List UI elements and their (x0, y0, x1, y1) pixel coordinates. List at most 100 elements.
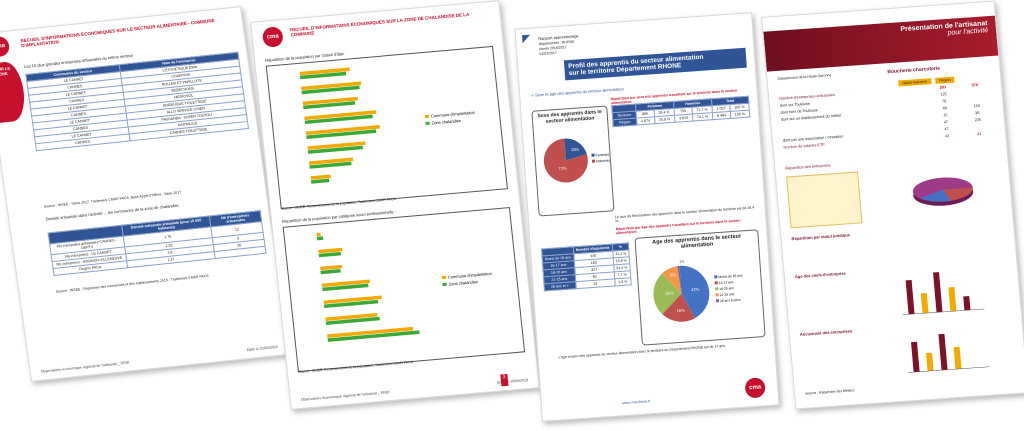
chart-bar (304, 114, 373, 125)
section-heading: Répartition par statut juridique (791, 232, 851, 242)
stat-value: 43 (944, 134, 950, 139)
stat-value: 150 (973, 103, 981, 109)
table-cell: Région (612, 117, 637, 127)
pie-label: 1% (679, 260, 684, 264)
table-cell: 26 ans et + (543, 281, 576, 291)
chart-bar (963, 296, 971, 311)
table-cell: 100 % (730, 110, 750, 119)
stat-value: 15 (943, 113, 948, 118)
cma-logo-disc: cma (0, 35, 11, 58)
legend-swatch-zone (425, 121, 430, 126)
col-header: Région (934, 76, 955, 84)
page-footer: Source : Répertoire des Métiers (804, 388, 855, 396)
stats-rows: Nombre d'entreprises artisanales 201 370 d… (779, 82, 995, 153)
chart-bar (320, 264, 343, 271)
legend-label-commune: Commune d'implantation (448, 271, 492, 280)
page-footer: Observatoire économique régional de l'ar… (41, 345, 278, 374)
pie-slice-moins-16 (679, 265, 710, 319)
chart-bar (318, 247, 343, 254)
legend-label: 26 ans et plus (720, 298, 741, 303)
age-pie-svg: 42% 16% 31% 8% 1% Moins de 16 ans 16-17 … (653, 260, 743, 322)
sex-pie-box: Sexe des apprentis dans le secteur alime… (531, 105, 615, 217)
stat-value: 76 (941, 99, 947, 104)
chart-bar (321, 279, 371, 288)
chart-bar (304, 110, 377, 121)
pie-slice-26-plus (677, 265, 682, 294)
chart-bar (316, 232, 321, 237)
cma-logo: cma (0, 35, 11, 58)
chart-bar (325, 312, 378, 321)
stat-value (959, 89, 991, 95)
stat-value: 47 (944, 127, 949, 132)
legend-swatch (591, 159, 596, 163)
page-footer: Observatoire économique régional de l'ar… (301, 378, 529, 402)
section-heading: Âge des chefs d'entreprise (794, 270, 846, 280)
age-pie-box: Age des apprentis dans le secteur alimen… (634, 229, 766, 346)
stat-value (960, 96, 992, 102)
footer-url[interactable]: www.cma-rhone.fr (621, 399, 651, 406)
legend-swatch (715, 293, 719, 297)
chart-bar (948, 287, 957, 312)
legend-label: Hommes (596, 158, 610, 163)
stat-value: 370 (971, 82, 979, 88)
table-cell: 13 (575, 278, 615, 289)
chart-bar (327, 326, 414, 338)
legend-swatch (715, 299, 720, 303)
csp-bar-chart-svg: Commune d'implantation Zone chalandise (316, 232, 492, 342)
chart-bar (301, 81, 362, 91)
cma-logo: cma (261, 26, 284, 48)
table-cell: 6 484 (712, 111, 731, 120)
chart-bar (307, 145, 363, 154)
chart-bar (933, 272, 943, 313)
document-page-2[interactable]: cma RECUEIL D'INFORMATIONS ÉCONOMIQUES S… (250, 0, 540, 410)
chart-bar (302, 96, 358, 106)
pie-label: 31% (665, 290, 674, 296)
legend-label-commune: Commune d'implantation (431, 110, 475, 119)
chart-bar (325, 316, 380, 325)
dept-label: Département de la Haute-Garonne (777, 73, 832, 81)
chart-bar (303, 101, 356, 110)
legend-label-zone: Zone chalandise (431, 118, 462, 126)
chart-bar (322, 283, 369, 292)
age-3d-bar-chart (902, 272, 985, 315)
pie-label: 42% (691, 287, 700, 293)
chart-bar (905, 280, 915, 315)
chart-bar (938, 333, 948, 371)
cma-logo: cma (744, 377, 766, 399)
chart-bar (920, 292, 929, 314)
legend-swatch (714, 275, 718, 279)
top-companies-table: Communes du secteur Nom de l'entreprise … (25, 52, 249, 152)
sex-pie-svg: 28% 72% Femmes Hommes (543, 138, 610, 183)
chart-bar (306, 129, 377, 139)
legend-swatch-commune (441, 275, 446, 280)
stat-value: 36 (975, 110, 980, 116)
chart-bar (305, 125, 380, 135)
red-stamp: POUR LE RHÔNE (0, 60, 28, 124)
table-cell: 74,1 % (692, 112, 713, 122)
chart-bar (327, 330, 420, 342)
chart-bar (301, 85, 360, 95)
footer-left: Observatoire économique régional de l'ar… (300, 390, 390, 402)
chart-bar (926, 352, 934, 372)
legend-swatch (714, 281, 718, 285)
chart-bar (299, 67, 350, 76)
legend-swatch (591, 153, 595, 157)
chart-bar (310, 174, 331, 180)
chart-bar (318, 251, 341, 258)
col-header: Haute-Garonne (898, 78, 932, 87)
document-page-1[interactable]: cma POUR LE RHÔNE RECUEIL D'INFORMATIONS… (0, 6, 290, 382)
legend-swatch-commune (424, 114, 430, 119)
title-banner: Profil des apprentis du secteur alimenta… (563, 47, 747, 81)
pie-label: 72% (558, 165, 567, 171)
document-page-3[interactable]: Rapport apprentissage Département : RHON… (514, 12, 780, 422)
page-header: RECUEIL D'INFORMATIONS ÉCONOMIQUES SUR L… (20, 17, 215, 49)
document-page-4[interactable]: Présentation de l'artisanat pour l'activ… (761, 0, 1024, 410)
cma-logo-disc: cma (744, 377, 766, 399)
stat-value: 201 (939, 85, 947, 90)
chart-bar (307, 141, 366, 150)
age-bar-chart: Commune d'implantation Zone chalandise (265, 45, 508, 209)
chart-bar (309, 161, 352, 169)
pie-label: 16% (676, 308, 685, 314)
chart-bar (323, 295, 382, 305)
age-bar-chart-svg: Commune d'implantation Zone chalandise (299, 67, 475, 184)
